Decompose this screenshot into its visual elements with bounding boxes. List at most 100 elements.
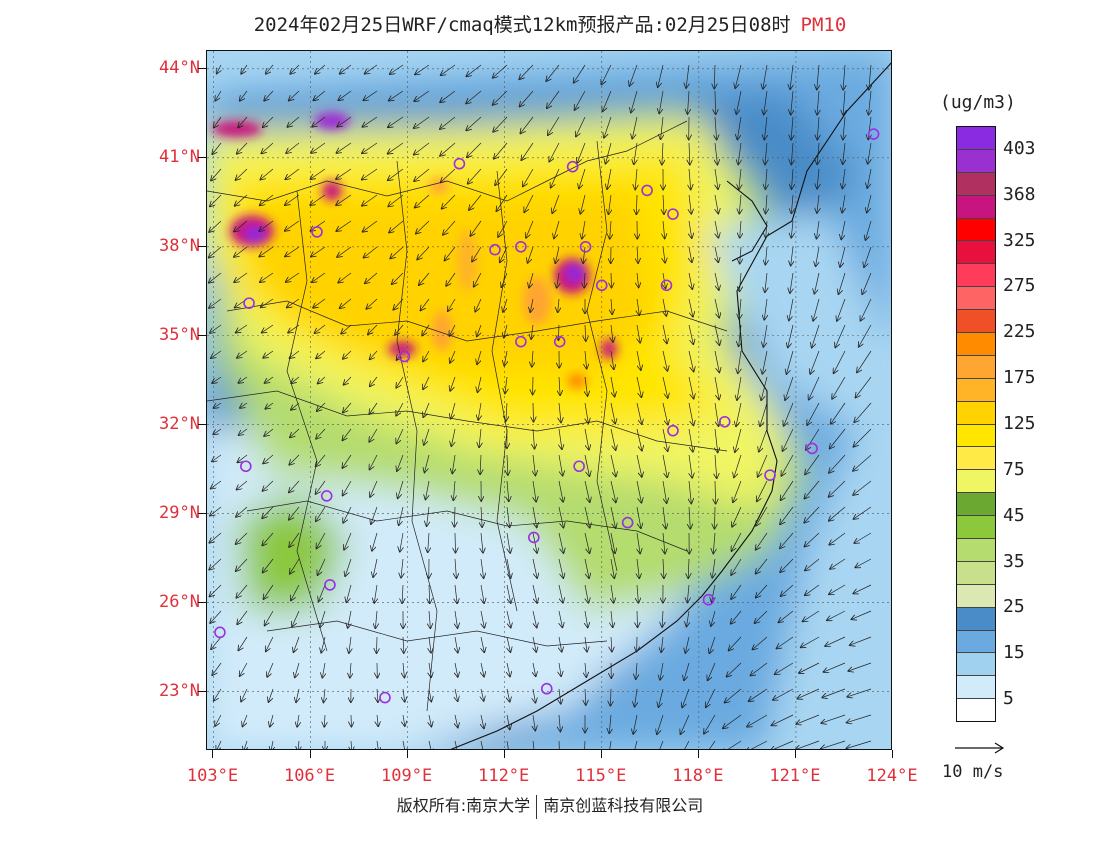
wind-arrow [210,584,222,596]
wind-arrow [585,324,586,341]
wind-arrow [264,90,274,101]
wind-arrow [637,558,639,578]
wind-arrow [611,636,612,652]
wind-arrow [477,324,481,336]
wind-arrow [852,610,872,619]
wind-arrow [320,610,326,627]
city-marker [579,240,592,253]
wind-arrow [842,194,845,212]
wind-arrow [551,168,560,188]
wind-arrow [712,558,715,578]
wind-arrow [336,194,352,205]
lon-tick-mark [212,750,214,758]
wind-arrow [723,714,742,728]
wind-arrow [764,116,767,140]
wind-arrow [238,116,248,127]
wind-arrow [429,636,431,653]
wind-arrow [847,714,872,723]
wind-arrow [779,610,794,622]
wind-arrow [798,688,820,699]
wind-arrow [443,220,456,235]
wind-arrow [455,558,456,578]
wind-arrow [715,428,718,452]
wind-arrow [403,636,404,653]
wind-arrow [290,350,300,358]
colorbar-segment [957,401,995,425]
wind-arrow [265,610,274,625]
footer: 版权所有:南京大学 南京创蓝科技有限公司 [0,792,1100,819]
lat-tick-mark [198,423,206,425]
city-marker [718,415,731,428]
wind-arrow [662,350,667,371]
wind-arrow [317,532,326,548]
wind-arrow [689,506,690,529]
wind-arrow [585,376,588,396]
colorbar-segment [957,470,995,494]
colorbar-unit: (ug/m3) [940,92,1016,113]
wind-arrow [843,64,845,90]
wind-arrow [611,272,612,287]
wind-arrow [843,90,845,115]
city-marker [240,460,252,473]
colorbar-label: 125 [1003,413,1036,434]
wind-arrow [777,636,794,648]
wind-arrow [689,246,692,262]
wind-arrow [715,480,716,504]
wind-arrow [662,142,663,165]
wind-arrow [507,480,509,501]
wind-arrow [349,636,351,653]
wind-arrow [856,376,872,398]
wind-arrow [209,298,222,308]
wind-arrow [660,662,663,680]
wind-arrow [790,272,793,293]
wind-arrow [869,90,872,115]
wind-arrow [397,454,404,471]
wind-arrow [584,558,589,578]
wind-arrow [585,350,587,369]
wind-arrow [321,636,326,653]
wind-arrow [532,610,537,627]
wind-arrow [234,246,248,257]
lat-tick-label: 38°N [159,235,200,256]
colorbar-label: 45 [1003,504,1025,526]
wind-arrow [523,168,534,186]
wind-arrow [829,506,846,521]
wind-arrow [763,64,768,89]
wind-arrow [725,688,742,703]
wind-arrow [472,246,482,261]
wind-arrow [479,428,481,447]
wind-arrow [214,688,222,701]
wind-arrow [298,740,299,749]
wind-arrow [761,376,768,400]
wind-arrow [478,402,481,420]
wind-arrow [440,116,456,129]
wind-arrow [344,532,352,550]
lon-tick-label: 121°E [769,766,821,786]
wind-arrow [715,168,718,189]
wind-arrow [714,402,719,426]
wind-arrow [371,506,378,524]
wind-arrow [812,324,820,348]
wind-arrow [663,298,666,316]
wind-arrow [286,272,300,282]
wind-arrow [210,324,222,333]
wind-arrow [239,428,248,435]
wind-arrow [423,376,430,389]
lon-tick-label: 109°E [381,766,433,786]
wind-arrow [840,246,846,267]
wind-arrow [633,714,638,734]
wind-arrow [337,246,352,257]
wind-arrow [843,142,845,164]
wind-arrow [662,428,668,451]
wind-arrow [850,636,872,645]
wind-arrow [689,142,690,165]
wind-arrow [316,480,326,494]
wind-arrow [240,403,248,408]
wind-arrow [362,142,378,153]
wind-arrow [739,194,741,214]
wind-arrow [532,740,535,749]
wind-arrow [466,116,482,130]
wind-arrow [414,116,430,128]
wind-arrow [610,688,611,706]
wind-arrow [507,506,510,527]
